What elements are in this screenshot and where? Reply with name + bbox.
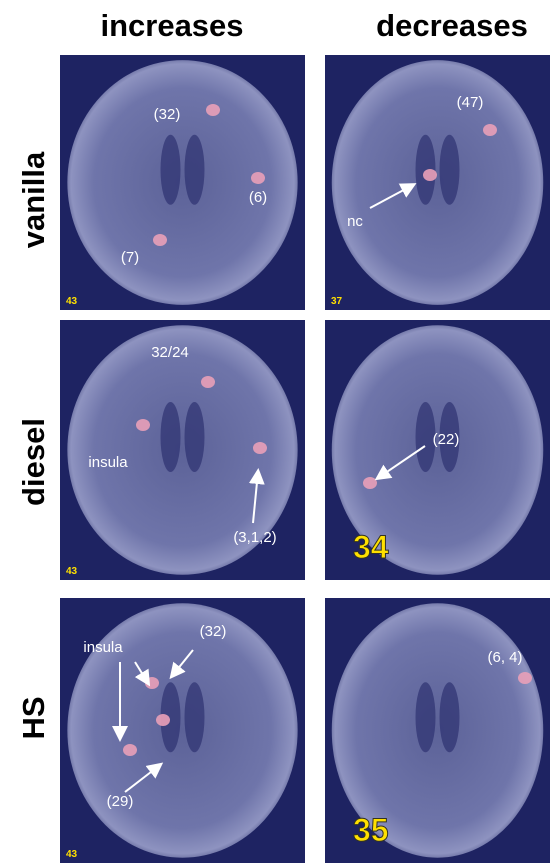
activation-blob	[253, 442, 267, 454]
annotation: (32)	[200, 623, 227, 640]
ventricle	[185, 135, 205, 205]
annotation: insula	[88, 454, 128, 471]
row-label: vanilla	[16, 151, 51, 248]
activation-blob	[123, 744, 137, 756]
ventricle	[440, 682, 460, 752]
column-header: decreases	[376, 8, 528, 43]
scan-panel: (6, 4) 35	[325, 598, 550, 863]
activation-blob	[156, 714, 170, 726]
scan-panel: (32) (6) (7) 43	[60, 55, 305, 310]
slice-number: 43	[66, 849, 78, 860]
scan-panel: insula (32) (29) 43	[60, 598, 305, 863]
figure: increases decreases vanilla (32) (6) (7) 43 (47…	[0, 0, 558, 867]
activation-blob	[201, 376, 215, 388]
activation-blob	[483, 124, 497, 136]
ventricle	[161, 135, 181, 205]
slice-number: 37	[331, 296, 343, 307]
row-label: diesel	[16, 418, 51, 506]
annotation: insula	[83, 639, 123, 656]
annotation: nc	[347, 213, 363, 230]
annotation: 32/24	[151, 344, 189, 361]
activation-blob	[153, 234, 167, 246]
ventricle	[185, 682, 205, 752]
slice-number: 43	[66, 566, 78, 577]
slice-number: 34	[353, 529, 389, 565]
scan-panel: 32/24 insula (3,1,2) 43	[60, 320, 305, 580]
activation-blob	[363, 477, 377, 489]
annotation: (7)	[121, 249, 139, 266]
column-header: increases	[100, 8, 243, 43]
activation-blob	[423, 169, 437, 181]
slice-number: 43	[66, 296, 78, 307]
activation-blob	[136, 419, 150, 431]
slice-number: 35	[353, 812, 389, 848]
scan-panel: (47) nc 37	[325, 55, 550, 310]
activation-blob	[206, 104, 220, 116]
ventricle	[185, 402, 205, 472]
annotation: (29)	[107, 793, 134, 810]
annotation: (6)	[249, 189, 267, 206]
annotation: (32)	[154, 106, 181, 123]
annotation: (3,1,2)	[233, 529, 276, 546]
annotation: (6, 4)	[487, 649, 522, 666]
row-label: HS	[16, 696, 51, 739]
ventricle	[161, 402, 181, 472]
activation-blob	[251, 172, 265, 184]
annotation: (22)	[433, 431, 460, 448]
activation-blob	[518, 672, 532, 684]
ventricle	[416, 682, 436, 752]
ventricle	[440, 135, 460, 205]
scan-panel: (22) 34	[325, 320, 550, 580]
brain-outline	[67, 60, 297, 305]
annotation: (47)	[457, 94, 484, 111]
brain-outline	[332, 60, 544, 305]
